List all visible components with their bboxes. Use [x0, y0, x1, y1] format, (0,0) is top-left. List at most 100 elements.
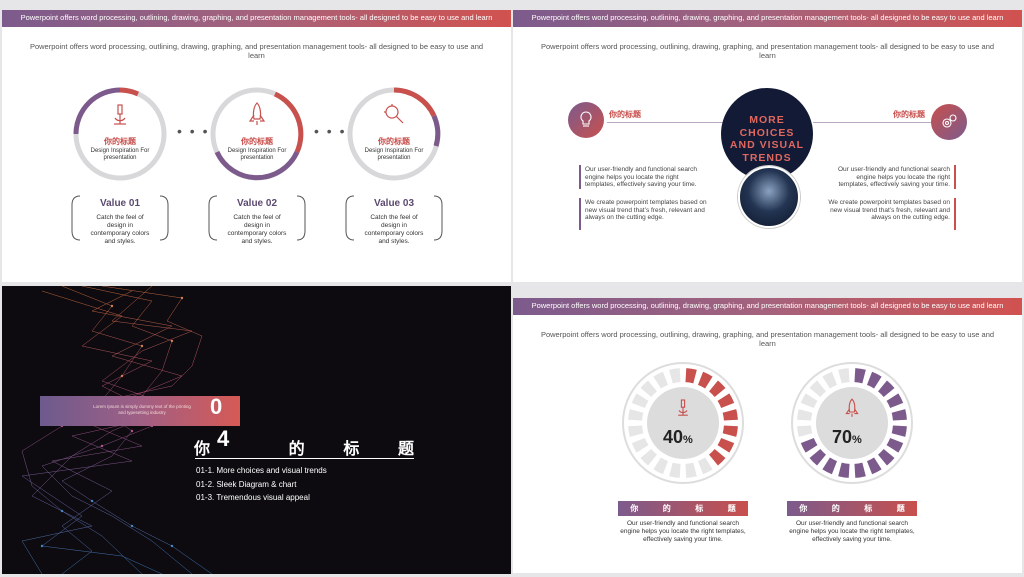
label-char: 题	[896, 504, 905, 513]
accent-bar	[579, 198, 581, 230]
label-char: 的	[662, 504, 671, 513]
lightbulb-icon	[580, 111, 592, 127]
agenda-item-3: 01-3. Tremendous visual appeal	[196, 493, 310, 502]
right-text-2: We create powerpoint templates based on …	[828, 199, 950, 221]
gauge-segment	[809, 380, 826, 397]
gauge-unit: %	[852, 434, 862, 446]
value-title-3: Value 03	[373, 198, 415, 209]
gauge-chart-2	[791, 362, 913, 484]
circle-caption-3: Design Inspiration For presentation	[364, 148, 424, 161]
center-circle	[721, 88, 813, 180]
gauge-segment	[697, 371, 713, 389]
network-mesh-decoration	[21, 286, 213, 574]
gauge-segment	[653, 457, 669, 475]
gauge-segment	[628, 425, 644, 437]
label-char: 题	[727, 504, 736, 513]
circle-title-2: 你的标题	[241, 137, 273, 146]
label-char: 的	[831, 504, 840, 513]
gauge-segment	[709, 449, 726, 466]
gauge-value: 70	[832, 427, 853, 447]
gauge-segment	[709, 380, 726, 397]
gauge-center	[647, 387, 719, 459]
gauge-unit: %	[683, 434, 693, 446]
gauge-segment	[866, 457, 882, 475]
gauge-segment	[685, 368, 697, 384]
center-line-1: MORE	[749, 114, 785, 126]
progress-ring-3	[347, 87, 441, 181]
connector-line-right	[813, 122, 931, 123]
label-char: 你	[799, 504, 808, 513]
gauge-percent-2: 70%	[832, 427, 862, 448]
gauge-segment	[800, 393, 818, 409]
left-text-2: We create powerpoint templates based on …	[585, 199, 707, 221]
slide-subtitle: Powerpoint offers word processing, outli…	[29, 42, 484, 60]
gauge-segment	[697, 457, 713, 475]
gauge-segment	[722, 425, 738, 437]
slide-subtitle: Powerpoint offers word processing, outli…	[540, 330, 995, 348]
circle-title-1: 你的标题	[104, 137, 136, 146]
slide-section-divider[interactable]: Lorem Ipsum is simply dummy text of the …	[2, 286, 511, 574]
gauge-label-bar-2: 你的标题	[787, 501, 917, 516]
gauge-segment	[797, 425, 813, 437]
center-line-3: AND VISUAL	[729, 139, 805, 151]
magnifier-icon	[384, 104, 404, 124]
gauge-segment	[878, 380, 895, 397]
heading-char: 的	[288, 441, 305, 458]
accent-bar	[579, 165, 581, 189]
gauge-segment	[640, 380, 657, 397]
agenda-item-2: 01-2. Sleek Diagram & chart	[196, 480, 297, 489]
rocket-icon	[845, 398, 859, 417]
slide-values[interactable]: Powerpoint offers word processing, outli…	[2, 10, 511, 282]
value-text-1: Catch the feel of design in contemporary…	[90, 214, 150, 245]
gauge-segment	[809, 449, 826, 466]
connector-dots: • • •	[314, 123, 347, 139]
connector-dots: • • •	[177, 123, 210, 139]
gauge-percent-1: 40%	[663, 427, 693, 448]
left-text-1: Our user-friendly and functional search …	[585, 166, 698, 188]
gauge-segment	[886, 393, 904, 409]
gauge-segment	[797, 409, 813, 421]
gauge-segment	[886, 437, 904, 453]
rocket-icon	[248, 102, 266, 125]
gauge-segment	[866, 371, 882, 389]
gauge-segment	[854, 462, 866, 478]
heading-underline	[195, 458, 414, 459]
label-char: 你	[630, 504, 639, 513]
label-char: 标	[695, 504, 704, 513]
bracket-frame-2	[208, 195, 306, 241]
gauge-segment	[838, 368, 850, 384]
value-title-2: Value 02	[236, 198, 278, 209]
right-text-1: Our user-friendly and functional search …	[837, 166, 950, 188]
gauge-segment	[822, 457, 838, 475]
gauge-segment	[838, 462, 850, 478]
connector-line-left	[607, 122, 725, 123]
gauge-segment	[822, 371, 838, 389]
slide-subtitle: Powerpoint offers word processing, outli…	[540, 42, 995, 60]
heading-char: 你	[194, 441, 211, 458]
slide-banner: Powerpoint offers word processing, outli…	[513, 10, 1022, 27]
microscope-icon	[678, 399, 688, 416]
band-small-text: Lorem Ipsum is simply dummy text of the …	[93, 404, 191, 415]
slide-trends[interactable]: Powerpoint offers word processing, outli…	[513, 10, 1022, 282]
title-band	[40, 396, 240, 426]
gauge-segment	[854, 368, 866, 384]
section-number-2: 4	[217, 426, 230, 451]
center-line-2: CHOICES	[739, 126, 795, 139]
value-text-3: Catch the feel of design in contemporary…	[364, 214, 424, 245]
gauge-segment	[653, 371, 669, 389]
gauge-segment	[800, 437, 818, 453]
value-title-1: Value 01	[99, 198, 141, 209]
gauge-segment	[628, 409, 644, 421]
gauge-text-2: Our user-friendly and functional search …	[789, 520, 915, 543]
section-number: 0	[210, 394, 223, 419]
gauge-segment	[669, 368, 681, 384]
gauge-segment	[685, 462, 697, 478]
gauge-segment	[640, 449, 657, 466]
slide-gauges[interactable]: Powerpoint offers word processing, outli…	[513, 298, 1022, 573]
lightbulb-badge	[568, 102, 604, 138]
label-char: 标	[864, 504, 873, 513]
gauge-segment	[631, 437, 649, 453]
heading-char: 标	[343, 441, 360, 458]
gauge-segment	[631, 393, 649, 409]
value-text-2: Catch the feel of design in contemporary…	[227, 214, 287, 245]
